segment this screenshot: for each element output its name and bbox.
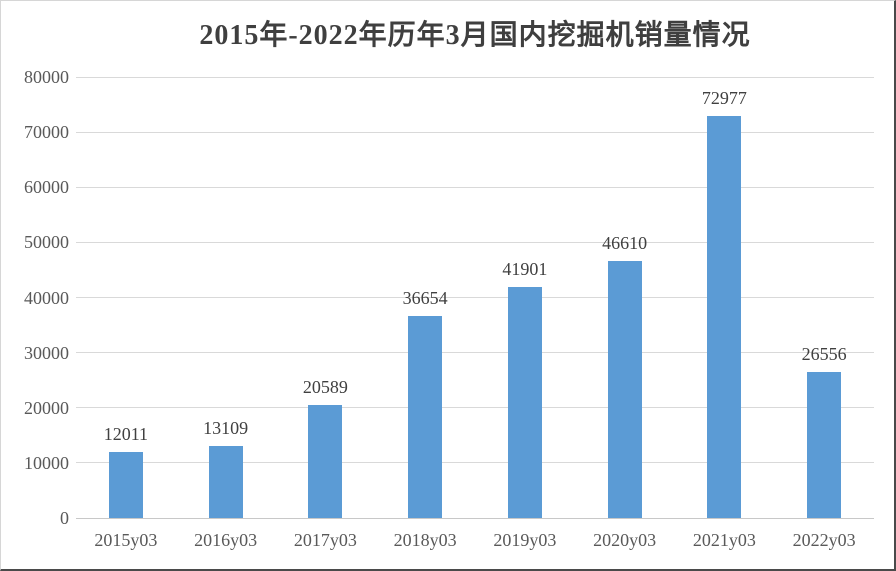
x-axis-tick-label: 2019y03 (493, 530, 557, 550)
gridline (76, 76, 874, 78)
y-axis-tick-label: 40000 (24, 287, 69, 308)
bar-value-label: 12011 (103, 423, 149, 444)
y-axis-tick-label: 10000 (24, 452, 69, 473)
bar-2015y03 (108, 451, 143, 518)
bar-value-label: 26556 (801, 343, 847, 364)
chart-title: 2015年-2022年历年3月国内挖掘机销量情况 (199, 20, 751, 51)
gridline (76, 407, 874, 409)
gridline (76, 297, 874, 298)
gridline (76, 462, 874, 464)
gridline (76, 241, 874, 243)
plot-area: 12011 13109 20589 36654 41901 46610 72977 26556 (76, 76, 874, 519)
y-axis-tick-label: 50000 (24, 232, 69, 253)
y-axis-tick-label: 80000 (24, 67, 69, 87)
x-axis-tick-label: 2017y03 (293, 530, 357, 550)
bar-value-label: 72977 (701, 87, 747, 108)
gridline (76, 131, 874, 133)
bar-value-label: 13109 (203, 417, 249, 438)
x-axis-tick-label: 2018y03 (393, 530, 457, 550)
bar-2019y03 (507, 287, 542, 518)
y-axis-tick-label: 30000 (24, 342, 69, 363)
y-axis-tick-label: 0 (60, 508, 69, 528)
bar-value-label: 36654 (402, 287, 448, 308)
gridline (76, 186, 874, 188)
x-axis-tick-label: 2022y03 (792, 530, 856, 550)
bar-value-label: 46610 (602, 233, 648, 254)
y-axis-tick-label: 60000 (24, 177, 69, 198)
bar-2020y03 (607, 261, 642, 518)
x-axis-tick-label: 2015y03 (94, 530, 158, 550)
bar-value-label: 20589 (302, 376, 348, 397)
x-axis-tick-label: 2016y03 (194, 530, 258, 550)
bar-2017y03 (308, 404, 343, 518)
bar-2021y03 (707, 115, 742, 518)
y-axis-tick-label: 20000 (24, 397, 69, 418)
y-axis-tick-label: 70000 (24, 122, 69, 143)
x-axis-tick-label: 2021y03 (692, 530, 756, 550)
bar-2016y03 (208, 445, 243, 518)
bar-2022y03 (807, 371, 842, 518)
x-axis-tick-label: 2020y03 (593, 530, 657, 550)
bar-2018y03 (408, 315, 443, 518)
gridline (76, 352, 874, 354)
bar-value-label: 41901 (502, 259, 548, 280)
x-axis-line (76, 517, 874, 519)
